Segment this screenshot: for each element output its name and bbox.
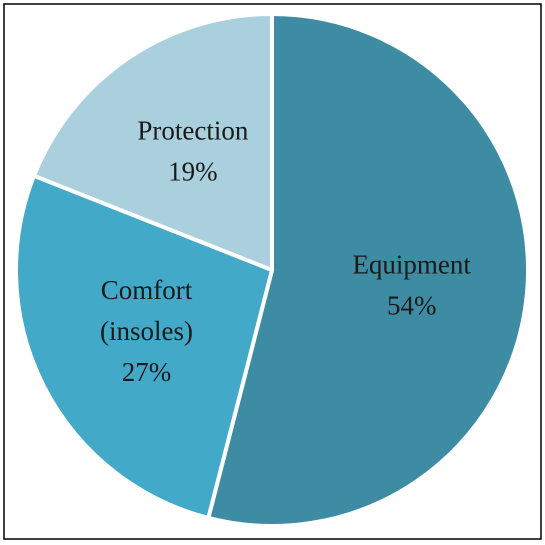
slice-label: Protection bbox=[137, 115, 248, 145]
pie-slice bbox=[31, 12, 274, 272]
pie-slice bbox=[14, 173, 274, 520]
pie-slice bbox=[206, 12, 530, 528]
value-label: 54% bbox=[387, 290, 437, 320]
value-label: 19% bbox=[168, 156, 218, 186]
slice-label: Equipment bbox=[352, 249, 471, 279]
value-label: 27% bbox=[122, 357, 172, 387]
slice-label: Comfort (insoles) bbox=[100, 275, 193, 346]
